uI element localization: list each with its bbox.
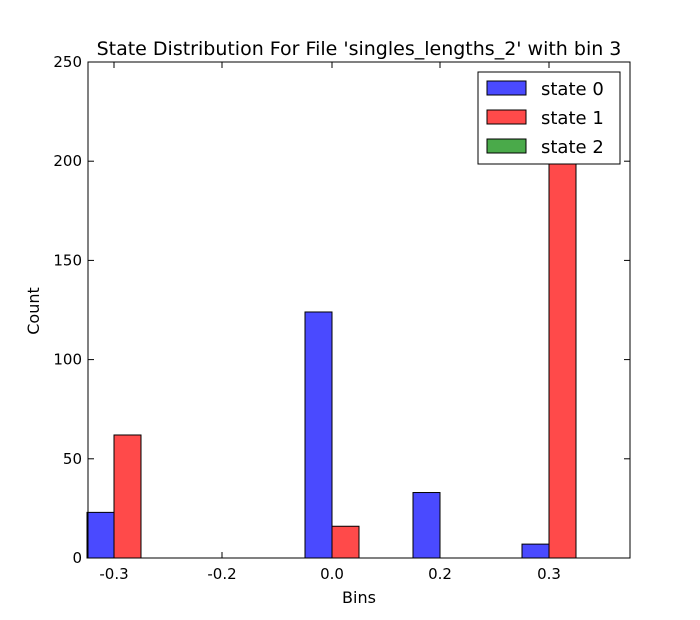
y-axis-label: Count (24, 287, 43, 335)
y-tick-label: 100 (53, 351, 82, 369)
bar-state-0-0.0 (304, 311, 333, 559)
y-tick-label: 200 (53, 152, 82, 170)
legend-swatch (486, 109, 527, 125)
bar-state-0--0.3 (86, 511, 115, 559)
legend-swatch (486, 80, 527, 96)
y-tick-label: 150 (53, 251, 82, 269)
x-tick-label: -0.2 (207, 565, 236, 583)
bars-layer (86, 160, 577, 559)
y-tick-label: 250 (53, 53, 82, 71)
bar-state-0-0.3 (521, 543, 550, 559)
y-tick-label: 0 (72, 549, 82, 567)
x-tick-label: -0.3 (99, 565, 128, 583)
legend-label: state 0 (541, 79, 604, 100)
bar-state-1-0.3 (548, 160, 577, 559)
legend: state 0 state 1 state 2 (477, 71, 621, 165)
y-tick-label: 50 (63, 450, 82, 468)
x-tick-label: 0.2 (428, 565, 452, 583)
ticks-layer: 0 50 100 150 200 250 -0.3 -0.2 0.0 0.2 0.3 (53, 53, 630, 583)
legend-label: state 1 (541, 108, 604, 129)
x-tick-label: 0.3 (537, 565, 561, 583)
bar-state-0-0.2 (412, 492, 441, 559)
bar-state-1-0.0 (331, 525, 360, 559)
legend-swatch (486, 138, 527, 154)
chart-title: State Distribution For File 'singles_len… (97, 38, 622, 60)
plot-frame (87, 61, 631, 559)
legend-label: state 2 (541, 137, 604, 158)
bar-state-1--0.3 (113, 434, 142, 559)
x-tick-label: 0.0 (320, 565, 344, 583)
x-axis-label: Bins (342, 588, 376, 607)
